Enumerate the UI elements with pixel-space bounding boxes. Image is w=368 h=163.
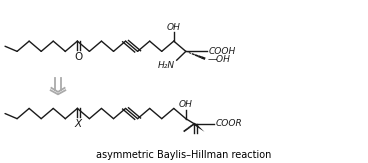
Text: —OH: —OH — [208, 55, 230, 64]
Text: OH: OH — [179, 100, 193, 109]
Polygon shape — [193, 123, 205, 132]
Text: X: X — [75, 119, 82, 129]
Text: asymmetric Baylis–Hillman reaction: asymmetric Baylis–Hillman reaction — [96, 150, 272, 160]
Text: O: O — [74, 52, 82, 62]
Text: H₂N: H₂N — [158, 61, 175, 70]
Text: COOH: COOH — [208, 47, 236, 56]
Text: COOR: COOR — [216, 119, 243, 128]
Text: OH: OH — [167, 22, 181, 31]
